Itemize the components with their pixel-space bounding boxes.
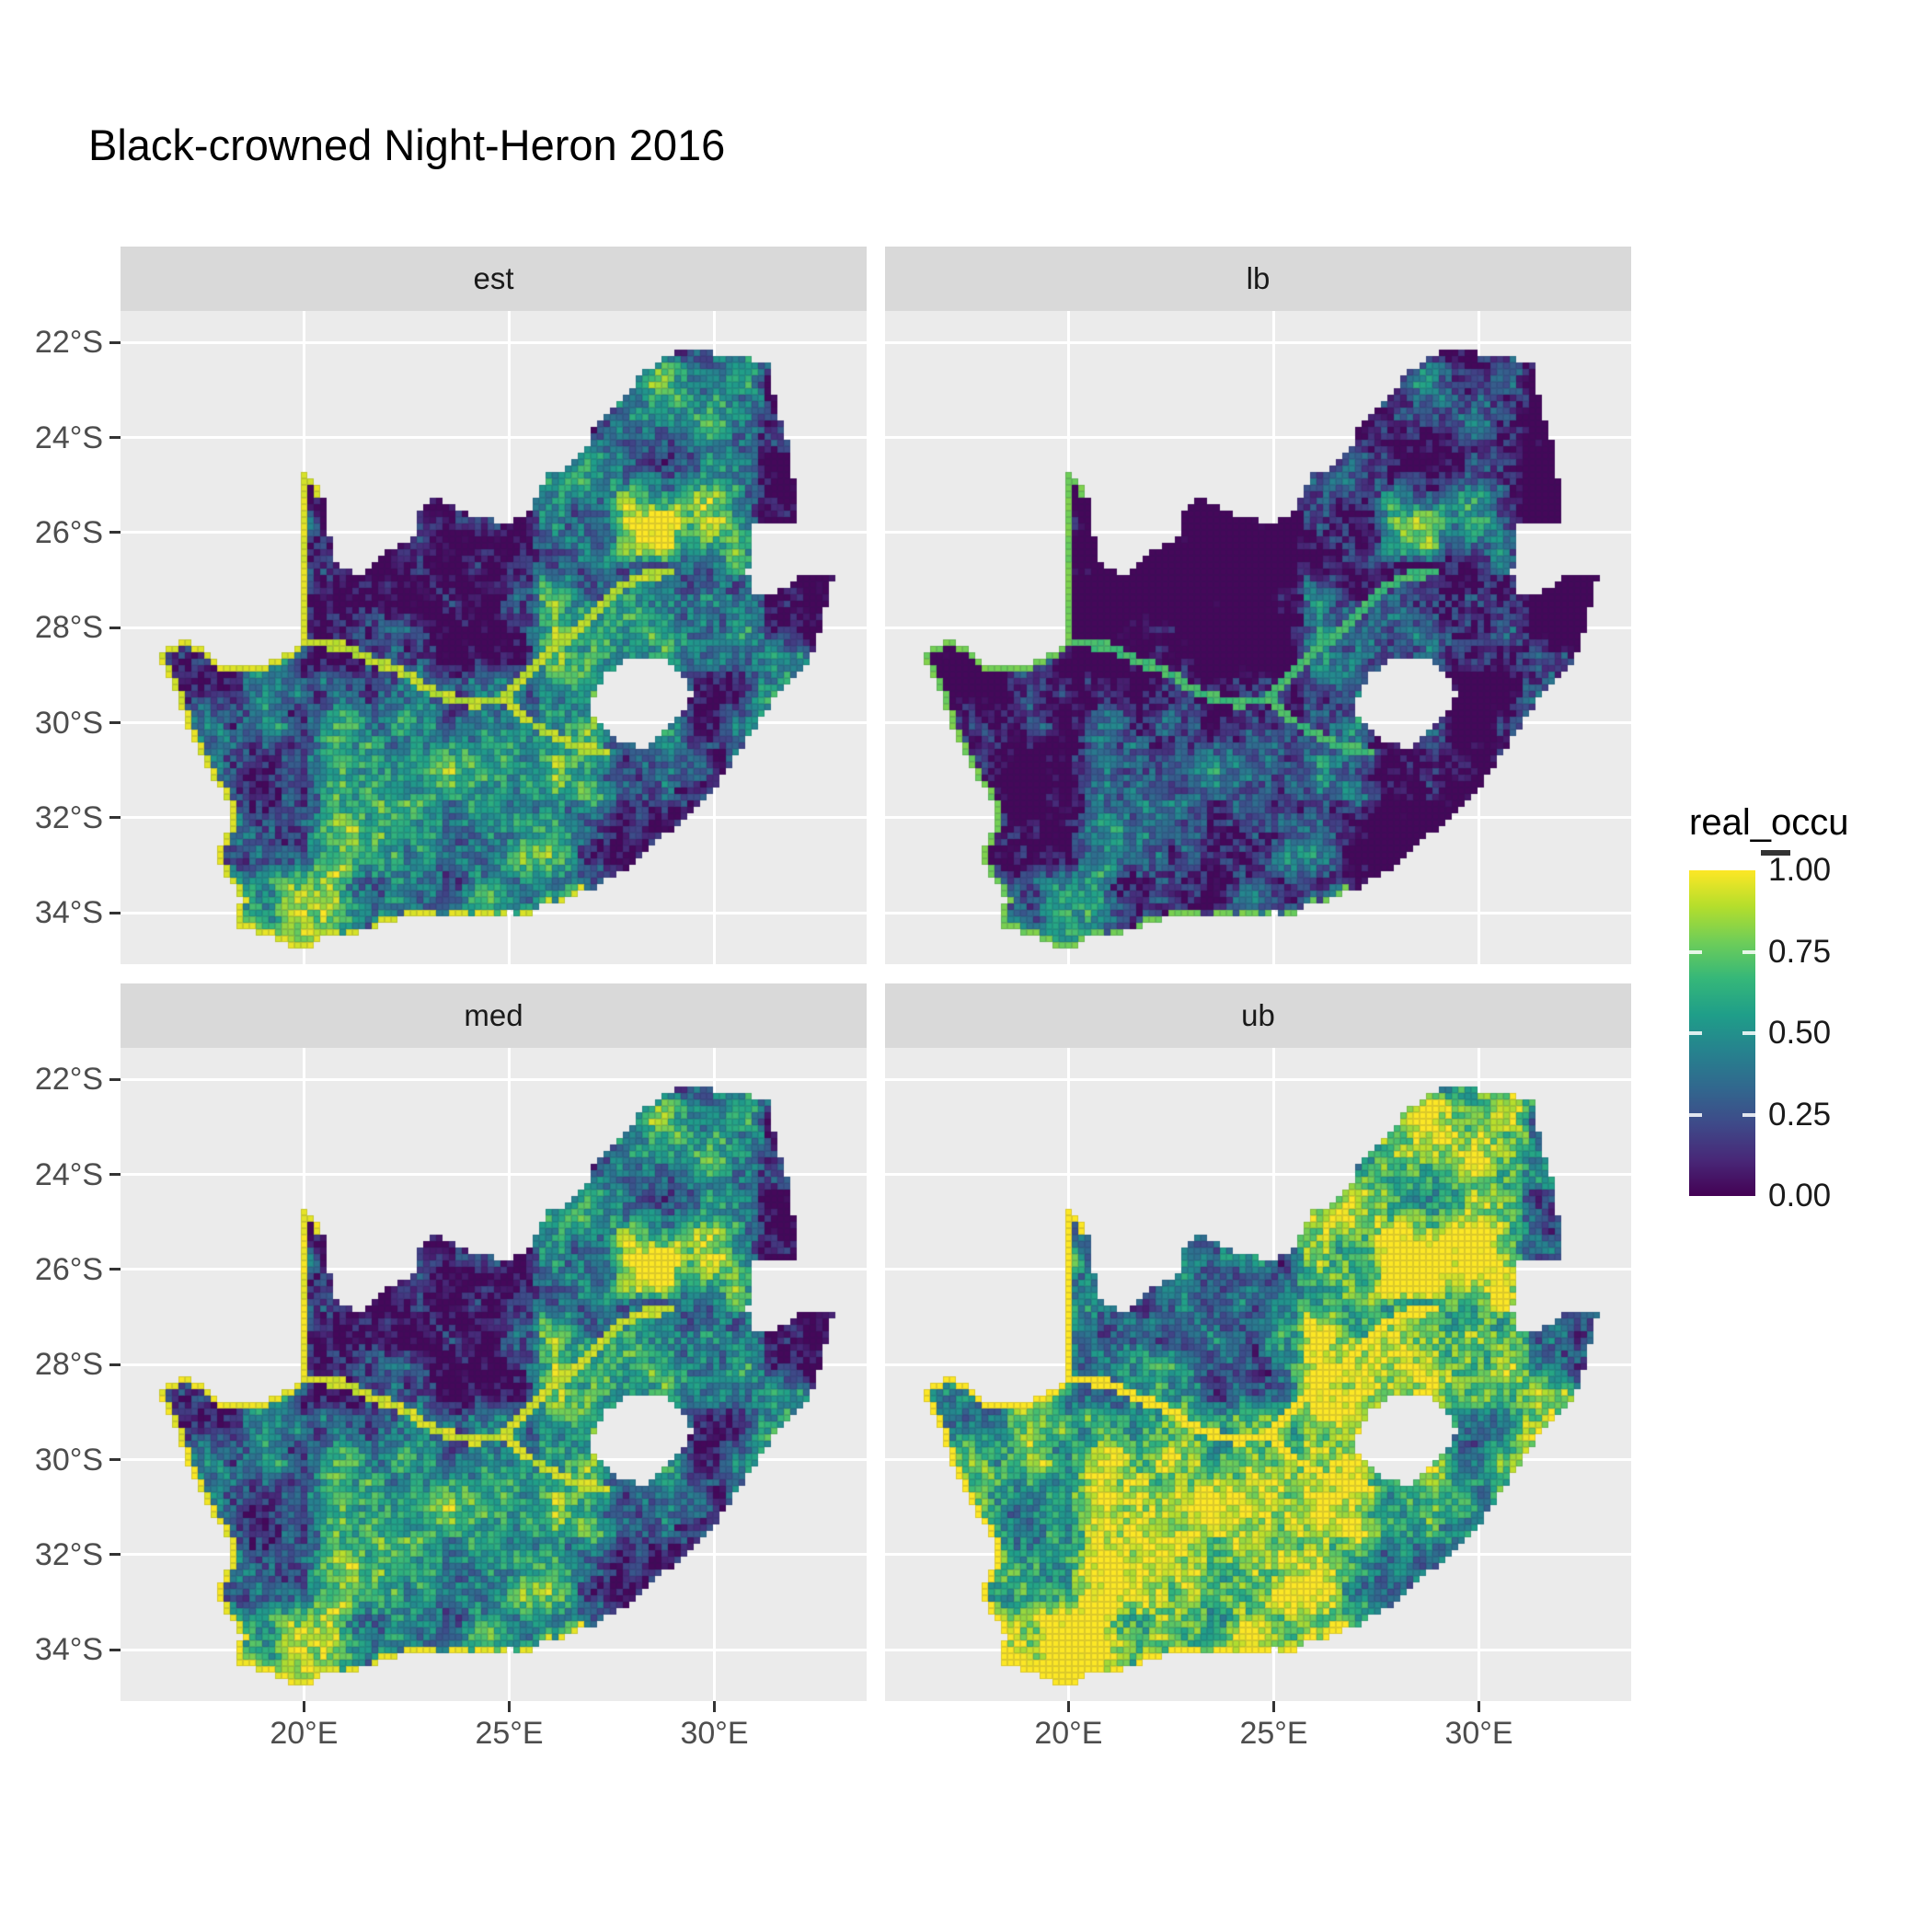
y-axis-tick [109, 1077, 121, 1081]
legend-tick-label: 0.75 [1768, 933, 1832, 970]
y-axis-label: 30°S [34, 705, 103, 741]
legend-tick-label: 0.25 [1768, 1096, 1832, 1133]
map-panel [885, 311, 1631, 964]
facet-strip: med [121, 983, 867, 1048]
legend-tick-label: 1.00 [1768, 852, 1832, 888]
facet-strip: lb [885, 247, 1631, 311]
y-axis-label: 26°S [34, 1251, 103, 1287]
legend-title: real_occu [1689, 802, 1849, 843]
y-axis-label: 26°S [34, 514, 103, 550]
y-axis-label: 32°S [34, 799, 103, 835]
legend-bar-tick [1689, 1031, 1702, 1035]
map-panel [121, 1048, 867, 1701]
y-axis-tick [109, 340, 121, 344]
legend-bar-tick [1742, 949, 1755, 954]
legend-bar-tick [1689, 1112, 1702, 1117]
facet-strip: ub [885, 983, 1631, 1048]
x-axis-tick [1066, 1701, 1070, 1712]
y-axis-label: 32°S [34, 1536, 103, 1572]
x-axis-tick [508, 1701, 511, 1712]
map-panel [885, 1048, 1631, 1701]
facet-strip: est [121, 247, 867, 311]
y-axis-label: 22°S [34, 325, 103, 361]
x-axis-tick [302, 1701, 305, 1712]
legend-tick-label: 0.00 [1768, 1178, 1832, 1213]
y-axis-tick [109, 721, 121, 724]
legend-bar-tick [1742, 1031, 1755, 1035]
y-axis-tick [109, 1553, 121, 1557]
y-axis-label: 34°S [34, 895, 103, 931]
x-axis-label: 30°E [1444, 1716, 1513, 1751]
map-raster-med [121, 1048, 867, 1701]
y-axis-tick [109, 1173, 121, 1176]
facet-strip-label: lb [1246, 261, 1271, 295]
x-axis-tick [1478, 1701, 1480, 1712]
map-raster-est [121, 311, 867, 964]
x-axis-label: 25°E [1239, 1716, 1308, 1751]
y-axis-tick [109, 911, 121, 914]
legend-bar-tick [1689, 949, 1702, 954]
map-raster-ub [885, 1048, 1631, 1701]
x-axis-label: 25°E [475, 1716, 544, 1751]
facet-strip-label: med [464, 998, 523, 1032]
y-axis-label: 22°S [34, 1062, 103, 1098]
y-axis-tick [109, 626, 121, 629]
map-raster-lb [885, 311, 1631, 964]
x-axis-tick [1272, 1701, 1275, 1712]
y-axis-label: 34°S [34, 1632, 103, 1668]
legend-tick-label: 0.50 [1768, 1015, 1832, 1051]
y-axis-tick [109, 1458, 121, 1461]
y-axis-label: 30°S [34, 1442, 103, 1478]
x-axis-label: 30°E [680, 1716, 749, 1751]
y-axis-tick [109, 436, 121, 439]
y-axis-tick [109, 1363, 121, 1366]
plot-title: Black-crowned Night-Heron 2016 [88, 121, 726, 169]
y-axis-label: 24°S [34, 420, 103, 455]
x-axis-label: 20°E [270, 1716, 339, 1751]
y-axis-tick [109, 531, 121, 535]
map-panel [121, 311, 867, 964]
facet-strip-label: ub [1241, 998, 1275, 1032]
facet-strip-label: est [473, 261, 514, 295]
legend-top-tick [1761, 850, 1790, 856]
x-axis-tick [713, 1701, 716, 1712]
x-axis-label: 20°E [1034, 1716, 1103, 1751]
y-axis-label: 28°S [34, 610, 103, 646]
y-axis-tick [109, 1268, 121, 1271]
y-axis-tick [109, 1648, 121, 1651]
y-axis-label: 24°S [34, 1156, 103, 1192]
y-axis-tick [109, 816, 121, 820]
y-axis-label: 28°S [34, 1347, 103, 1383]
legend-bar-tick [1742, 1112, 1755, 1117]
